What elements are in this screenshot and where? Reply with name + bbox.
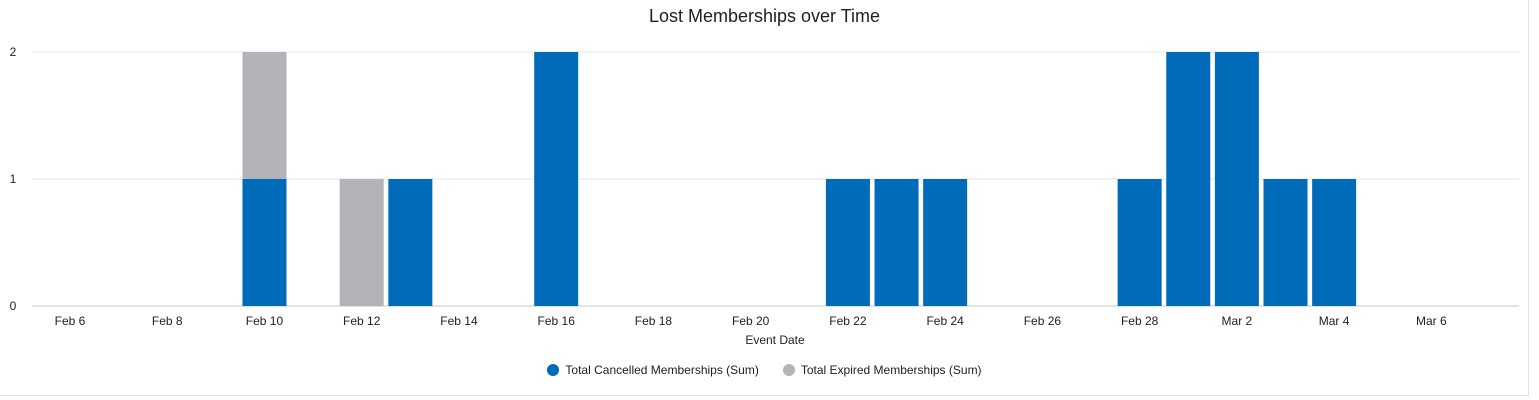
x-tick-label: Mar 4 bbox=[1319, 314, 1350, 328]
bar-cancelled[interactable] bbox=[1263, 179, 1308, 306]
legend-item-expired[interactable]: Total Expired Memberships (Sum) bbox=[782, 363, 982, 377]
bar-cancelled[interactable] bbox=[825, 179, 870, 306]
bar-cancelled[interactable] bbox=[1166, 52, 1211, 306]
x-tick-label: Mar 6 bbox=[1416, 314, 1447, 328]
x-tick-label: Feb 16 bbox=[538, 314, 576, 328]
bars bbox=[242, 52, 1357, 306]
bar-cancelled[interactable] bbox=[242, 179, 287, 306]
chart-title: Lost Memberships over Time bbox=[648, 6, 881, 26]
x-tick-label: Feb 28 bbox=[1121, 314, 1159, 328]
bar-cancelled[interactable] bbox=[874, 179, 919, 306]
y-tick-label: 0 bbox=[10, 299, 17, 313]
legend-label-cancelled: Total Cancelled Memberships (Sum) bbox=[565, 363, 759, 377]
y-tick-label: 1 bbox=[10, 172, 17, 186]
x-tick-label: Feb 18 bbox=[635, 314, 673, 328]
bar-cancelled[interactable] bbox=[1214, 52, 1259, 306]
bar-cancelled[interactable] bbox=[534, 52, 579, 306]
bar-cancelled[interactable] bbox=[1117, 179, 1162, 306]
bar-expired[interactable] bbox=[242, 52, 287, 179]
x-tick-label: Feb 10 bbox=[246, 314, 284, 328]
x-tick-label: Feb 24 bbox=[926, 314, 964, 328]
legend-item-cancelled[interactable]: Total Cancelled Memberships (Sum) bbox=[547, 363, 759, 377]
bar-cancelled[interactable] bbox=[1312, 179, 1357, 306]
bar-expired[interactable] bbox=[339, 179, 384, 306]
x-tick-label: Feb 6 bbox=[55, 314, 86, 328]
x-tick-label: Feb 26 bbox=[1024, 314, 1062, 328]
x-tick-label: Feb 8 bbox=[152, 314, 183, 328]
x-tick-label: Feb 22 bbox=[829, 314, 867, 328]
x-tick-label: Feb 12 bbox=[343, 314, 381, 328]
x-axis-label: Event Date bbox=[745, 333, 805, 347]
x-tick-label: Feb 14 bbox=[440, 314, 478, 328]
bar-chart: 0 1 2 Feb 6 Feb 8 Feb 10 Feb 12 Feb 14 Feb 16 Feb… bbox=[10, 45, 1519, 347]
legend-swatch-cancelled bbox=[547, 364, 560, 376]
y-tick-label: 2 bbox=[10, 45, 17, 59]
x-tick-label: Mar 2 bbox=[1222, 314, 1253, 328]
legend-label-expired: Total Expired Memberships (Sum) bbox=[800, 363, 982, 377]
legend-swatch-expired bbox=[782, 364, 795, 376]
bar-cancelled[interactable] bbox=[388, 179, 433, 306]
bar-cancelled[interactable] bbox=[923, 179, 968, 306]
legend: Total Cancelled Memberships (Sum) Total … bbox=[0, 363, 1529, 377]
axes: 0 1 2 Feb 6 Feb 8 Feb 10 Feb 12 Feb 14 Feb 16 Feb… bbox=[10, 45, 1447, 328]
x-tick-label: Feb 20 bbox=[732, 314, 770, 328]
